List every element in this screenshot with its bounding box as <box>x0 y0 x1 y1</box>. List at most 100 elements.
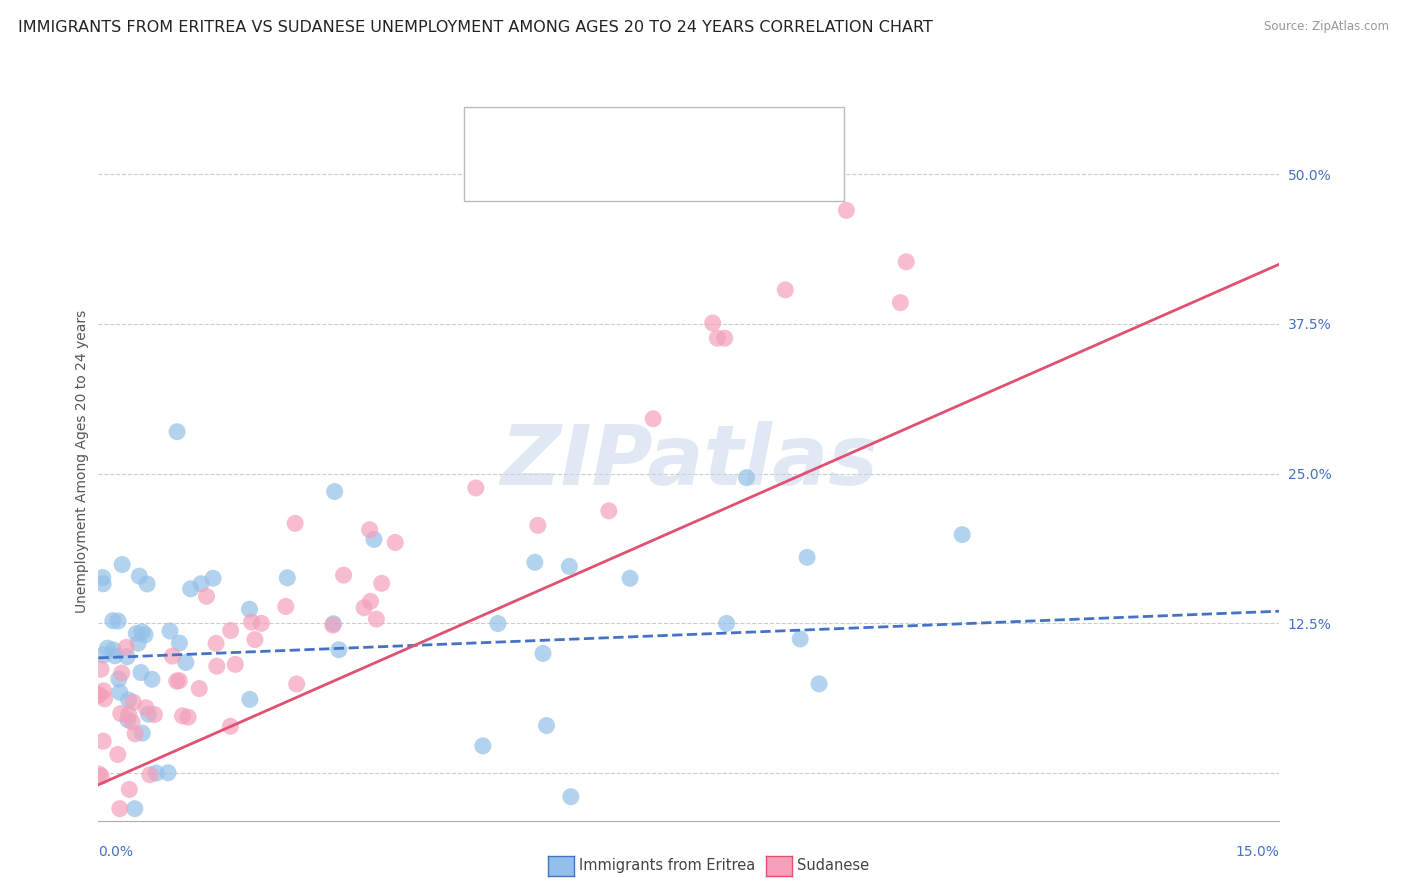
Point <box>124 802 146 816</box>
Point <box>808 677 831 691</box>
Point <box>110 706 132 721</box>
Point <box>205 659 228 673</box>
Point <box>157 765 180 780</box>
Point <box>87 767 110 781</box>
Point <box>93 648 115 662</box>
Point <box>172 709 194 723</box>
Point <box>103 643 125 657</box>
Point <box>128 569 150 583</box>
Point <box>619 571 641 585</box>
Point <box>322 618 344 632</box>
Point <box>138 707 160 722</box>
Point <box>243 632 266 647</box>
Point <box>115 640 138 655</box>
Point <box>322 616 344 631</box>
Point <box>250 616 273 631</box>
Point <box>111 558 134 572</box>
Point <box>166 425 188 439</box>
Text: 15.0%: 15.0% <box>1236 845 1279 859</box>
Point <box>527 518 550 533</box>
Point <box>224 657 246 672</box>
Point <box>131 624 153 639</box>
Point <box>174 656 197 670</box>
Point <box>124 727 146 741</box>
Point <box>353 600 375 615</box>
Point <box>796 550 818 565</box>
Text: R = 0.088   N = 55: R = 0.088 N = 55 <box>527 124 683 139</box>
Point <box>177 710 200 724</box>
Point <box>716 616 738 631</box>
Text: IMMIGRANTS FROM ERITREA VS SUDANESE UNEMPLOYMENT AMONG AGES 20 TO 24 YEARS CORRE: IMMIGRANTS FROM ERITREA VS SUDANESE UNEM… <box>18 20 934 35</box>
Point <box>135 700 157 714</box>
Point <box>167 673 190 688</box>
Point <box>464 481 486 495</box>
Point <box>134 628 156 642</box>
Point <box>115 649 138 664</box>
Point <box>121 714 143 729</box>
Point <box>91 577 114 591</box>
Point <box>188 681 211 696</box>
Point <box>205 636 228 650</box>
Point <box>108 685 131 699</box>
Point <box>735 470 758 484</box>
Point <box>108 802 131 816</box>
Text: Immigrants from Eritrea: Immigrants from Eritrea <box>579 858 755 872</box>
Point <box>118 782 141 797</box>
Point <box>117 693 139 707</box>
Point <box>332 568 354 582</box>
Point <box>129 665 152 680</box>
Point <box>239 692 262 706</box>
Point <box>93 683 115 698</box>
Point <box>598 504 620 518</box>
Point <box>91 571 114 585</box>
Point <box>323 484 346 499</box>
Point <box>702 316 724 330</box>
Point <box>276 571 298 585</box>
Point <box>131 726 153 740</box>
Point <box>775 283 797 297</box>
Point <box>274 599 297 614</box>
Point <box>91 734 114 748</box>
Point <box>531 647 554 661</box>
Point <box>101 614 124 628</box>
Text: R = 0.639   N = 58: R = 0.639 N = 58 <box>527 162 683 178</box>
Point <box>169 636 191 650</box>
Point <box>523 555 546 569</box>
Point <box>89 688 111 702</box>
Point <box>118 707 141 722</box>
Text: Sudanese: Sudanese <box>797 858 869 872</box>
Point <box>180 582 202 596</box>
Point <box>889 295 911 310</box>
Point <box>107 614 129 628</box>
Text: Source: ZipAtlas.com: Source: ZipAtlas.com <box>1264 20 1389 33</box>
Point <box>104 648 127 663</box>
Point <box>706 331 728 345</box>
Point <box>139 768 162 782</box>
Point <box>195 590 218 604</box>
Text: 0.0%: 0.0% <box>98 845 134 859</box>
Point <box>370 576 392 591</box>
Point <box>202 571 225 585</box>
Point <box>87 688 110 702</box>
Point <box>117 713 139 727</box>
Point <box>122 695 145 709</box>
Point <box>238 602 260 616</box>
Point <box>486 616 509 631</box>
Point <box>190 576 212 591</box>
Point <box>162 649 184 664</box>
Point <box>643 411 665 425</box>
Point <box>136 577 159 591</box>
Point <box>90 769 112 783</box>
Point <box>713 331 735 345</box>
Text: ZIPatlas: ZIPatlas <box>501 421 877 502</box>
Point <box>789 632 811 646</box>
Point <box>384 535 406 549</box>
Point <box>359 523 381 537</box>
Point <box>93 691 115 706</box>
Point <box>328 642 350 657</box>
Point <box>90 662 112 676</box>
Point <box>558 559 581 574</box>
Point <box>366 612 388 626</box>
Y-axis label: Unemployment Among Ages 20 to 24 years: Unemployment Among Ages 20 to 24 years <box>75 310 89 613</box>
Point <box>360 594 382 608</box>
